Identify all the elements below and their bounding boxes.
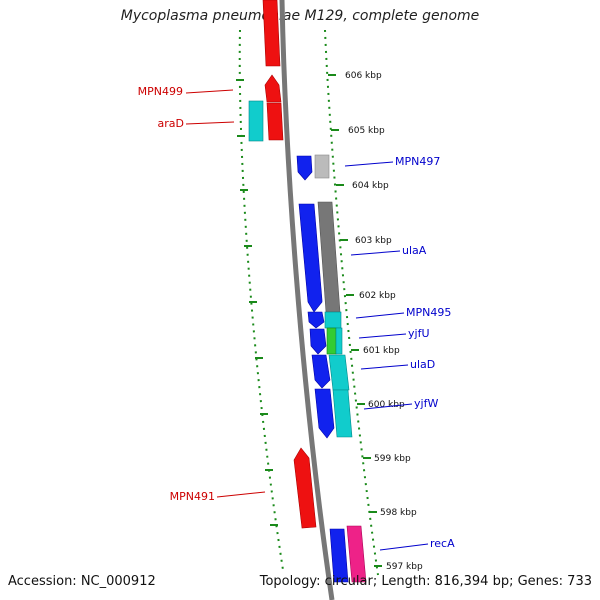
- gene-ulad-cyan: [328, 354, 350, 391]
- tick-label-597: 597 kbp: [386, 562, 423, 572]
- gene-top-red: [262, 0, 281, 67]
- left-gene-labels: MPN499 araD MPN491: [138, 85, 266, 503]
- genome-summary-text: Topology: circular; Length: 816,394 bp; …: [259, 574, 592, 589]
- label-yjfw: yjfW: [414, 397, 438, 410]
- accession-text: Accession: NC_000912: [8, 574, 156, 589]
- genome-backbone: [279, 0, 335, 600]
- tick-label-604: 604 kbp: [352, 181, 389, 191]
- tick-label-603: 603 kbp: [355, 236, 392, 246]
- gene-ulad: [311, 354, 331, 389]
- gene-mpn497: [296, 155, 313, 181]
- gene-mpn497-grey: [314, 154, 330, 179]
- label-mpn499: MPN499: [138, 85, 183, 98]
- forward-strand-genes: [296, 154, 367, 583]
- label-arad: araD: [158, 117, 184, 130]
- gene-arad-red: [266, 102, 284, 141]
- gene-mpn499: [264, 74, 282, 103]
- tick-label-599: 599 kbp: [374, 454, 411, 464]
- label-reca: recA: [430, 537, 455, 550]
- tick-label-600: 600 kbp: [368, 400, 405, 410]
- label-ulaa: ulaA: [402, 244, 427, 257]
- map-title: Mycoplasma pneumoniae M129, complete gen…: [120, 8, 480, 24]
- tick-label-601: 601 kbp: [363, 346, 400, 356]
- reverse-strand-genes: [248, 0, 317, 529]
- label-yjfu: yjfU: [408, 327, 430, 340]
- right-gene-labels: MPN497 ulaA MPN495 yjfU ulaD yjfW recA: [344, 155, 455, 551]
- gene-mpn495-cyan: [324, 311, 342, 329]
- tick-label-605: 605 kbp: [348, 126, 385, 136]
- gene-mpn491: [293, 447, 317, 529]
- gene-arad: [248, 100, 264, 142]
- gene-yjfw: [314, 388, 335, 439]
- gene-reca-pink: [346, 525, 367, 583]
- label-mpn495: MPN495: [406, 306, 451, 319]
- tick-label-598: 598 kbp: [380, 508, 417, 518]
- gene-ulaa: [298, 203, 323, 313]
- tick-label-602: 602 kbp: [359, 291, 396, 301]
- left-ruler-ticks: [236, 79, 278, 526]
- label-ulad: ulaD: [410, 358, 435, 371]
- right-ruler: [324, 29, 379, 576]
- tick-labels: 606 kbp 605 kbp 604 kbp 603 kbp 602 kbp …: [345, 71, 423, 572]
- right-ruler-ticks: [328, 74, 382, 567]
- label-mpn497: MPN497: [395, 155, 440, 168]
- gene-yjfu: [309, 328, 327, 355]
- tick-label-606: 606 kbp: [345, 71, 382, 81]
- gene-reca: [329, 528, 349, 583]
- gene-mpn495: [307, 311, 325, 329]
- gene-yjfu-cyan: [335, 327, 343, 355]
- gene-yjfw-cyan: [332, 389, 353, 438]
- gene-yjfu-green: [326, 327, 337, 355]
- label-mpn491: MPN491: [170, 490, 215, 503]
